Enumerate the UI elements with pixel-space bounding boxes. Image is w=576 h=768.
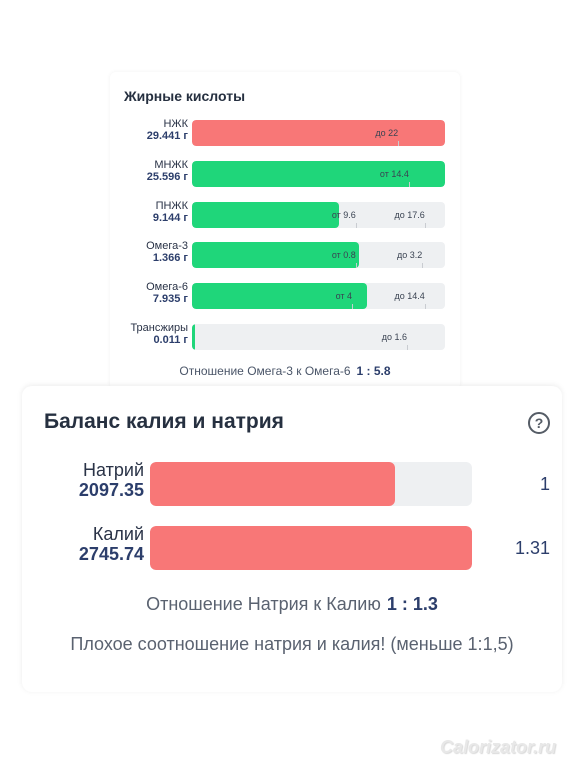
- fatty-acid-row-omega3: Омега-3 1.366 г от 0.8 до 3.2: [110, 240, 460, 270]
- range-marker: до 14.4: [394, 283, 440, 309]
- range-marker: от 4: [336, 283, 360, 309]
- potassium-value: 2745.74: [78, 544, 144, 564]
- sodium-potassium-ratio-label: Отношение Натрия к Калию: [146, 594, 381, 614]
- fatty-acid-label: НЖК 29.441 г: [110, 118, 188, 142]
- range-marker-tick: [424, 304, 426, 309]
- question-circle-icon[interactable]: ?: [528, 412, 550, 434]
- fatty-acid-label: Омега-6 7.935 г: [110, 281, 188, 305]
- range-marker-tick: [352, 304, 354, 309]
- fatty-acid-name: Омега-3: [146, 240, 188, 252]
- sodium-value: 2097.35: [78, 480, 144, 500]
- sodium-name: Натрий: [83, 460, 144, 480]
- omega-ratio-label: Отношение Омега-3 к Омега-6: [179, 364, 351, 378]
- fatty-acid-value: 25.596 г: [146, 171, 188, 183]
- fatty-acid-bar-track: от 14.4: [192, 161, 445, 187]
- fatty-acid-bar-track: до 22: [192, 120, 445, 146]
- fatty-acid-value: 1.366 г: [152, 252, 188, 264]
- range-marker-tick: [355, 263, 357, 268]
- fatty-acid-name: МНЖК: [154, 159, 188, 171]
- fatty-acid-name: НЖК: [163, 118, 188, 130]
- fatty-acid-bar-fill: [192, 161, 445, 187]
- fatty-acid-row-mnzhk: МНЖК 25.596 г от 14.4: [110, 159, 460, 189]
- range-marker-label: до 17.6: [394, 210, 425, 220]
- potassium-row: Калий 2745.74 1.31: [22, 524, 562, 574]
- potassium-factor: 1.31: [514, 538, 550, 558]
- fatty-acid-bar-fill: [192, 202, 339, 228]
- potassium-name: Калий: [92, 524, 144, 544]
- fatty-acid-label: МНЖК 25.596 г: [110, 159, 188, 183]
- range-marker-tick: [398, 141, 400, 146]
- fatty-acid-value: 0.011 г: [153, 334, 188, 346]
- omega-ratio-value: 1 : 5.8: [356, 364, 391, 378]
- fatty-acid-bar-fill: [192, 242, 359, 268]
- sodium-label: Натрий 2097.35: [22, 460, 144, 500]
- fatty-acid-name: ПНЖК: [155, 200, 188, 212]
- fatty-acid-bar-track: от 0.8 до 3.2: [192, 242, 445, 268]
- range-marker-label: от 9.6: [331, 210, 356, 220]
- range-marker: до 17.6: [394, 202, 440, 228]
- potassium-label: Калий 2745.74: [22, 524, 144, 564]
- range-marker-label: до 14.4: [394, 291, 425, 301]
- fatty-acid-bar-track: от 4 до 14.4: [192, 283, 445, 309]
- fatty-acid-name: Трансжиры: [130, 322, 188, 334]
- sodium-factor: 1: [539, 474, 550, 494]
- fatty-acid-row-omega6: Омега-6 7.935 г от 4 до 14.4: [110, 281, 460, 311]
- range-marker-tick: [424, 223, 426, 228]
- fatty-acid-row-pnzhk: ПНЖК 9.144 г от 9.6 до 17.6: [110, 200, 460, 230]
- fatty-acid-bar-fill: [192, 120, 445, 146]
- fatty-acid-value: 7.935 г: [152, 293, 188, 305]
- fatty-acid-bar-fill: [192, 324, 195, 350]
- fatty-acids-card: Жирные кислоты НЖК 29.441 г до 22 МНЖК 2…: [110, 72, 460, 390]
- range-marker: от 9.6: [332, 202, 368, 228]
- sodium-bar-track: [150, 462, 472, 506]
- omega-ratio: Отношение Омега-3 к Омега-6 1 : 5.8: [110, 364, 460, 378]
- range-marker: от 14.4: [380, 161, 423, 187]
- sodium-bar-fill: [150, 462, 395, 506]
- range-marker-label: от 14.4: [379, 169, 409, 179]
- fatty-acids-title: Жирные кислоты: [124, 88, 246, 104]
- sodium-potassium-ratio: Отношение Натрия к Калию 1 : 1.3: [22, 594, 562, 615]
- fatty-acid-label: Омега-3 1.366 г: [110, 240, 188, 264]
- fatty-acid-bar-track: до 1.6: [192, 324, 445, 350]
- range-marker-label: до 3.2: [396, 250, 423, 260]
- range-marker-tick: [422, 263, 424, 268]
- range-marker: до 22: [375, 120, 410, 146]
- range-marker: до 1.6: [382, 324, 419, 350]
- potassium-bar-fill: [150, 526, 472, 570]
- range-marker-tick: [355, 223, 357, 228]
- ratio-warning: Плохое соотношение натрия и калия! (мень…: [70, 634, 514, 654]
- range-marker-tick: [407, 345, 409, 350]
- fatty-acid-name: Омега-6: [146, 281, 188, 293]
- range-marker-label: от 0.8: [331, 250, 356, 260]
- range-marker-label: до 22: [375, 128, 399, 138]
- fatty-acid-value: 9.144 г: [152, 212, 188, 224]
- potassium-sodium-title: Баланс калия и натрия: [44, 410, 284, 433]
- range-marker-label: от 4: [335, 291, 353, 301]
- fatty-acid-label: ПНЖК 9.144 г: [110, 200, 188, 224]
- fatty-acid-bar-track: от 9.6 до 17.6: [192, 202, 445, 228]
- range-marker: до 3.2: [397, 242, 435, 268]
- site-watermark: Calorizator.ru: [439, 737, 556, 757]
- fatty-acid-bar-fill: [192, 283, 367, 309]
- fatty-acid-label: Трансжиры 0.011 г: [110, 322, 188, 346]
- potassium-bar-track: [150, 526, 472, 570]
- range-marker-tick: [408, 182, 410, 187]
- range-marker: от 0.8: [332, 242, 368, 268]
- sodium-row: Натрий 2097.35 1: [22, 460, 562, 510]
- range-marker-label: до 1.6: [381, 332, 408, 342]
- fatty-acid-value: 29.441 г: [146, 130, 188, 142]
- fatty-acid-row-nzhk: НЖК 29.441 г до 22: [110, 118, 460, 148]
- potassium-sodium-card: Баланс калия и натрия ? Натрий 2097.35 1…: [22, 386, 562, 692]
- fatty-acid-row-trans: Трансжиры 0.011 г до 1.6: [110, 322, 460, 352]
- sodium-potassium-ratio-value: 1 : 1.3: [386, 594, 438, 614]
